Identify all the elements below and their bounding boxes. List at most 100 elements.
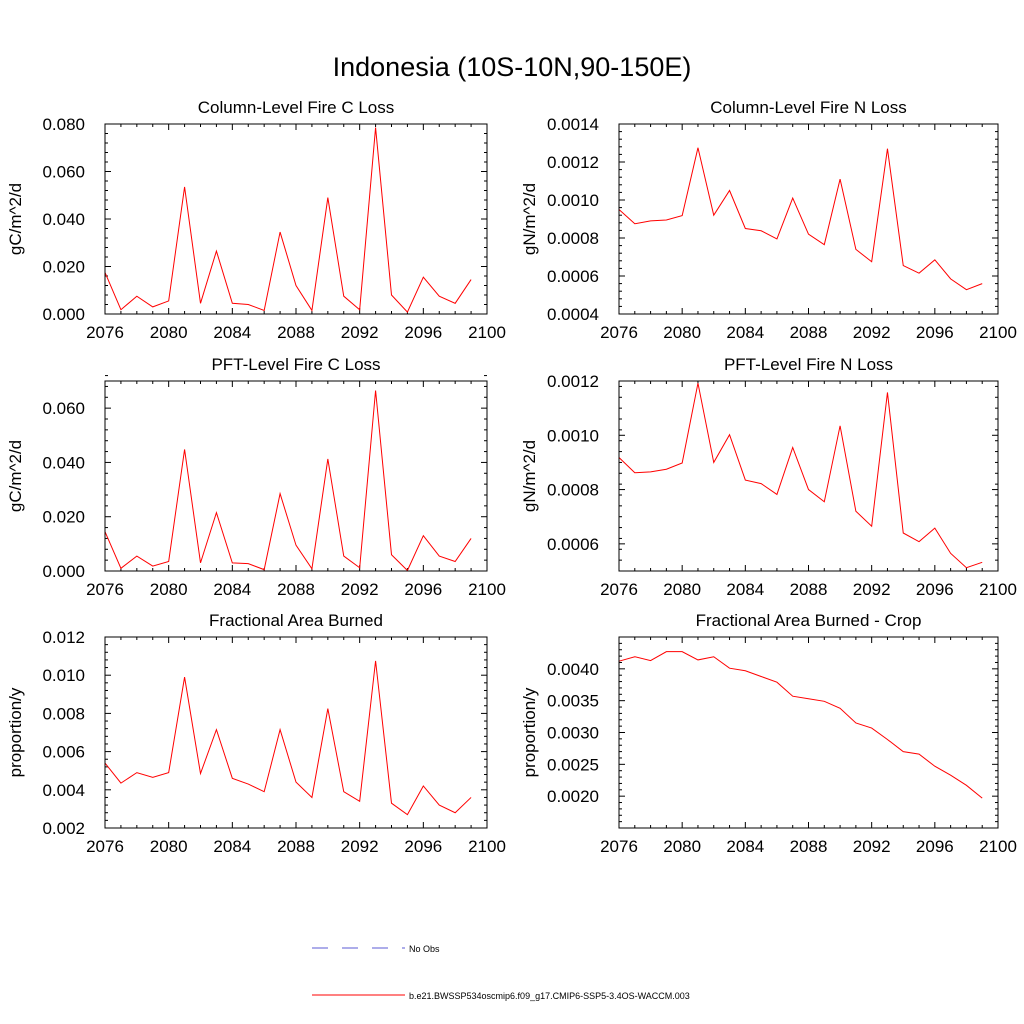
x-tick-label: 2096 <box>404 837 442 856</box>
x-tick-label: 2092 <box>853 837 891 856</box>
y-tick-label: 0.0006 <box>547 535 599 554</box>
panels-group: Column-Level Fire C Loss gC/m^2/d 2076 2080… <box>6 98 1017 856</box>
x-tick-label: 2076 <box>600 580 638 599</box>
x-tick-label: 2076 <box>600 837 638 856</box>
series-line <box>618 383 983 569</box>
x-tick-label: 2088 <box>277 580 315 599</box>
y-tick-label: 0.0040 <box>547 660 599 679</box>
series-line <box>618 147 983 291</box>
y-tick-label: 0.0008 <box>547 229 599 248</box>
x-tick-label: 2096 <box>916 837 954 856</box>
plot-frame <box>104 123 488 315</box>
chart-panel-4: PFT-Level Fire N Loss gN/m^2/d 2076 2080 208… <box>520 355 1017 599</box>
x-tick-label: 2088 <box>790 580 828 599</box>
y-axis-label: gC/m^2/d <box>6 183 25 255</box>
x-tick-label: 2096 <box>404 580 442 599</box>
y-tick-label: 0.0010 <box>547 426 599 445</box>
series-line <box>104 390 472 572</box>
x-tick-label: 2100 <box>979 580 1017 599</box>
series-line <box>104 660 472 816</box>
x-tick-label: 2080 <box>663 323 701 342</box>
y-tick-label: 0.012 <box>42 628 85 647</box>
y-axis-label: proportion/y <box>520 687 539 777</box>
legend-model-label: b.e21.BWSSP534oscmip6.f09_g17.CMIP6-SSP5… <box>409 991 690 1001</box>
x-tick-label: 2100 <box>468 580 506 599</box>
y-tick-label: 0.0035 <box>547 692 599 711</box>
x-tick-label: 2076 <box>86 580 124 599</box>
x-tick-label: 2100 <box>979 837 1017 856</box>
plot-frame <box>104 380 488 572</box>
chart-panel-1: Column-Level Fire C Loss gC/m^2/d 2076 2080… <box>6 98 506 342</box>
legend: No Obs b.e21.BWSSP534oscmip6.f09_g17.CMI… <box>312 944 690 1001</box>
y-tick-label: 0.080 <box>42 115 85 134</box>
y-tick-label: 0.0004 <box>547 305 599 324</box>
y-tick-label: 0.040 <box>42 210 85 229</box>
y-tick-label: 0.000 <box>42 562 85 581</box>
plot-frame <box>618 636 999 829</box>
x-tick-label: 2092 <box>341 837 379 856</box>
x-tick-label: 2088 <box>277 837 315 856</box>
figure-title: Indonesia (10S-10N,90-150E) <box>333 52 692 82</box>
y-axis-label: gN/m^2/d <box>520 183 539 255</box>
x-tick-label: 2084 <box>726 323 764 342</box>
x-tick-label: 2100 <box>979 323 1017 342</box>
y-tick-label: 0.0020 <box>547 787 599 806</box>
x-tick-label: 2096 <box>404 323 442 342</box>
y-tick-label: 0.040 <box>42 453 85 472</box>
y-tick-label: 0.060 <box>42 399 85 418</box>
x-tick-label: 2084 <box>213 837 251 856</box>
chart-panel-6: Fractional Area Burned - Crop proportion/… <box>520 611 1017 856</box>
y-tick-label: 0.020 <box>42 258 85 277</box>
x-tick-label: 2084 <box>213 580 251 599</box>
x-tick-label: 2076 <box>86 837 124 856</box>
y-tick-label: 0.0012 <box>547 153 599 172</box>
y-axis-label: gC/m^2/d <box>6 440 25 512</box>
x-tick-label: 2088 <box>277 323 315 342</box>
x-tick-label: 2080 <box>663 837 701 856</box>
y-tick-label: 0.008 <box>42 704 85 723</box>
plot-frame <box>104 636 488 829</box>
y-tick-label: 0.060 <box>42 163 85 182</box>
x-tick-label: 2100 <box>468 837 506 856</box>
y-tick-label: 0.0010 <box>547 191 599 210</box>
x-tick-label: 2088 <box>790 323 828 342</box>
panel-title: PFT-Level Fire C Loss <box>211 355 380 374</box>
panel-title: Column-Level Fire C Loss <box>198 98 395 117</box>
plot-frame <box>618 380 999 572</box>
x-tick-label: 2084 <box>726 837 764 856</box>
x-tick-label: 2092 <box>341 580 379 599</box>
x-tick-label: 2088 <box>790 837 828 856</box>
y-tick-label: 0.0030 <box>547 724 599 743</box>
x-tick-label: 2092 <box>853 580 891 599</box>
x-tick-label: 2084 <box>726 580 764 599</box>
chart-panel-3: PFT-Level Fire C Loss gC/m^2/d 2076 2080 208… <box>6 355 506 599</box>
panel-title: PFT-Level Fire N Loss <box>724 355 893 374</box>
x-tick-label: 2096 <box>916 323 954 342</box>
y-tick-label: 0.0025 <box>547 755 599 774</box>
x-tick-label: 2084 <box>213 323 251 342</box>
y-tick-label: 0.006 <box>42 743 85 762</box>
legend-no-obs-label: No Obs <box>409 944 440 954</box>
y-tick-label: 0.0012 <box>547 372 599 391</box>
panel-title: Fractional Area Burned <box>209 611 383 630</box>
x-tick-label: 2080 <box>150 323 188 342</box>
y-tick-label: 0.0008 <box>547 481 599 500</box>
series-line <box>104 127 472 313</box>
x-tick-label: 2100 <box>468 323 506 342</box>
y-tick-label: 0.0006 <box>547 267 599 286</box>
x-tick-label: 2076 <box>600 323 638 342</box>
x-tick-label: 2076 <box>86 323 124 342</box>
x-tick-label: 2080 <box>150 837 188 856</box>
chart-panel-2: Column-Level Fire N Loss gN/m^2/d 2076 2080… <box>520 98 1017 342</box>
x-tick-label: 2080 <box>150 580 188 599</box>
panel-title: Column-Level Fire N Loss <box>710 98 907 117</box>
plot-frame <box>618 123 999 315</box>
y-tick-label: 0.010 <box>42 666 85 685</box>
y-tick-label: 0.002 <box>42 819 85 838</box>
y-tick-label: 0.0014 <box>547 115 599 134</box>
x-tick-label: 2080 <box>663 580 701 599</box>
panel-title: Fractional Area Burned - Crop <box>696 611 922 630</box>
x-tick-label: 2092 <box>341 323 379 342</box>
